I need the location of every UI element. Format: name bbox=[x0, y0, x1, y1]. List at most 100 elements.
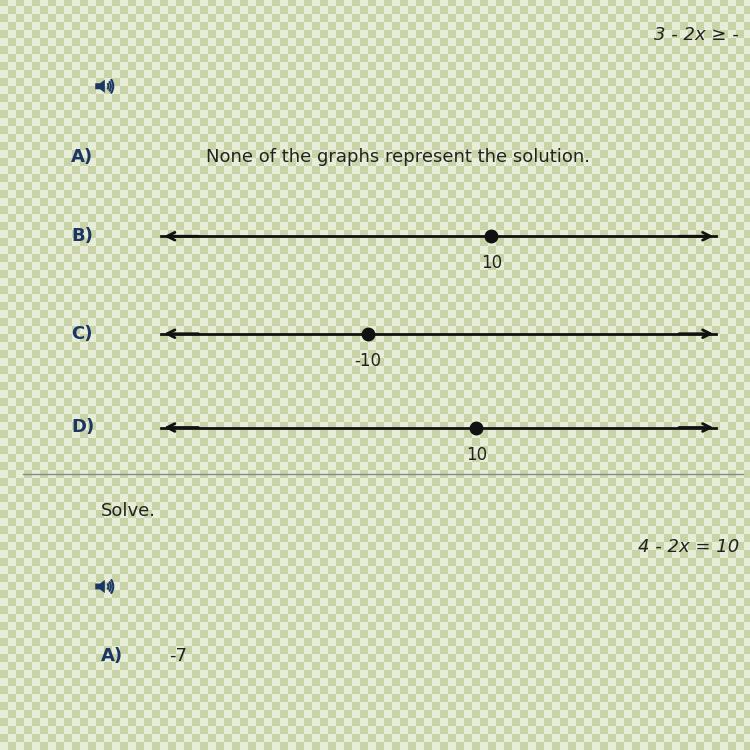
Bar bbox=[80, 110, 88, 118]
Bar bbox=[24, 694, 32, 702]
Bar bbox=[112, 494, 120, 502]
Bar bbox=[24, 654, 32, 662]
Bar bbox=[680, 686, 688, 694]
Bar bbox=[312, 654, 320, 662]
Bar bbox=[584, 286, 592, 294]
Bar bbox=[248, 78, 256, 86]
Bar bbox=[328, 478, 336, 486]
Bar bbox=[456, 638, 464, 646]
Bar bbox=[264, 382, 272, 390]
Bar bbox=[360, 438, 368, 446]
Bar bbox=[176, 710, 184, 718]
Bar bbox=[80, 94, 88, 102]
Bar bbox=[600, 478, 608, 486]
Bar bbox=[496, 438, 504, 446]
Bar bbox=[336, 534, 344, 542]
Bar bbox=[144, 598, 152, 606]
Bar bbox=[384, 638, 392, 646]
Bar bbox=[280, 502, 288, 510]
Bar bbox=[440, 94, 448, 102]
Bar bbox=[288, 286, 296, 294]
Bar bbox=[32, 294, 40, 302]
Bar bbox=[168, 430, 176, 438]
Bar bbox=[288, 142, 296, 150]
Bar bbox=[520, 598, 528, 606]
Bar bbox=[552, 294, 560, 302]
Bar bbox=[696, 366, 704, 374]
Bar bbox=[96, 742, 104, 750]
Bar bbox=[520, 94, 528, 102]
Bar bbox=[96, 702, 104, 710]
Bar bbox=[176, 110, 184, 118]
Bar bbox=[48, 430, 56, 438]
Bar bbox=[296, 230, 304, 238]
Bar bbox=[80, 438, 88, 446]
Bar bbox=[288, 598, 296, 606]
Bar bbox=[144, 46, 152, 54]
Bar bbox=[328, 182, 336, 190]
Bar bbox=[456, 326, 464, 334]
Bar bbox=[608, 702, 616, 710]
Bar bbox=[736, 470, 744, 478]
Bar bbox=[496, 126, 504, 134]
Bar bbox=[256, 102, 264, 110]
Bar bbox=[104, 382, 112, 390]
Bar bbox=[536, 678, 544, 686]
Bar bbox=[456, 238, 464, 246]
Bar bbox=[432, 22, 440, 30]
Bar bbox=[568, 462, 576, 470]
Bar bbox=[136, 366, 144, 374]
Bar bbox=[224, 622, 232, 630]
Bar bbox=[504, 126, 512, 134]
Bar bbox=[48, 454, 56, 462]
Bar bbox=[48, 0, 56, 6]
Bar bbox=[8, 222, 16, 230]
Bar bbox=[656, 670, 664, 678]
Bar bbox=[336, 86, 344, 94]
Bar bbox=[512, 278, 520, 286]
Bar bbox=[296, 550, 304, 558]
Bar bbox=[616, 278, 624, 286]
Bar bbox=[648, 726, 656, 734]
Bar bbox=[616, 686, 624, 694]
Bar bbox=[48, 62, 56, 70]
Bar bbox=[640, 262, 648, 270]
Bar bbox=[432, 534, 440, 542]
Bar bbox=[704, 94, 712, 102]
Bar bbox=[664, 0, 672, 6]
Bar bbox=[144, 686, 152, 694]
Bar bbox=[376, 574, 384, 582]
Bar bbox=[88, 446, 96, 454]
Bar bbox=[528, 118, 536, 126]
Bar bbox=[176, 734, 184, 742]
Bar bbox=[88, 62, 96, 70]
Bar bbox=[192, 414, 200, 422]
Bar bbox=[184, 326, 192, 334]
Bar bbox=[336, 398, 344, 406]
Bar bbox=[200, 430, 208, 438]
Bar bbox=[568, 606, 576, 614]
Bar bbox=[64, 278, 72, 286]
Bar bbox=[744, 470, 750, 478]
Bar bbox=[648, 230, 656, 238]
Bar bbox=[104, 462, 112, 470]
Bar bbox=[416, 414, 424, 422]
Bar bbox=[168, 446, 176, 454]
Bar bbox=[632, 262, 640, 270]
Bar bbox=[528, 198, 536, 206]
Bar bbox=[152, 430, 160, 438]
Bar bbox=[24, 206, 32, 214]
Bar bbox=[0, 654, 8, 662]
Bar bbox=[712, 246, 720, 254]
Bar bbox=[400, 142, 408, 150]
Bar bbox=[240, 646, 248, 654]
Bar bbox=[384, 670, 392, 678]
Bar bbox=[80, 486, 88, 494]
Bar bbox=[688, 534, 696, 542]
Bar bbox=[8, 566, 16, 574]
Bar bbox=[632, 662, 640, 670]
Bar bbox=[656, 366, 664, 374]
Bar bbox=[488, 526, 496, 534]
Bar bbox=[136, 70, 144, 78]
Bar bbox=[600, 46, 608, 54]
